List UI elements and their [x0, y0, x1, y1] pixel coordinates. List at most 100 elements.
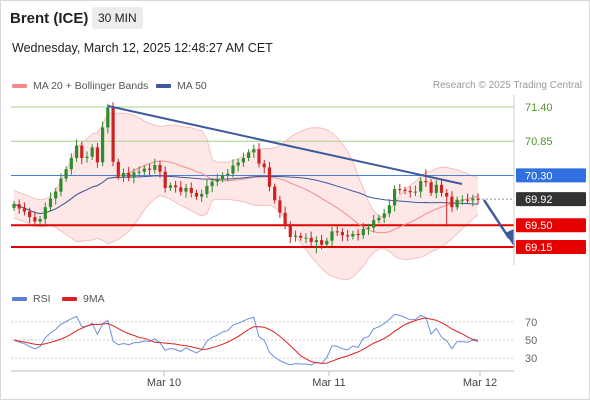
candle-body [273, 186, 277, 201]
candle-body [278, 200, 282, 213]
candle-body [241, 158, 245, 163]
candle-body [101, 127, 105, 163]
downtrend-line [107, 105, 463, 185]
credit-text: Research © 2025 Trading Central [432, 80, 582, 91]
legend-9ma-label: 9MA [83, 293, 105, 305]
candle-body [12, 204, 16, 208]
candle-body [356, 233, 360, 236]
legend-rsi: RSI [12, 293, 51, 305]
candle-body [372, 220, 376, 228]
candle-body [382, 213, 386, 218]
level-label-text: 70.85 [525, 136, 553, 148]
candle-body [393, 189, 397, 206]
candle-body [174, 185, 178, 188]
candle-body [267, 167, 272, 187]
legend-9ma: 9MA [62, 293, 105, 305]
candle-body [163, 171, 167, 188]
ma50-swatch-icon [156, 84, 171, 88]
candle-body [445, 192, 449, 197]
candle-body [210, 181, 214, 187]
candle-body [288, 225, 292, 237]
candle-body [54, 191, 58, 199]
level-label-bg [516, 240, 586, 254]
candle-body [121, 173, 126, 177]
candle-body [111, 107, 115, 162]
rsi-swatch-icon [12, 297, 27, 301]
candle-body [189, 187, 193, 193]
bollinger-upper-line [13, 112, 479, 217]
candle-body [17, 204, 21, 209]
candle-body [127, 173, 131, 178]
candle-body [148, 168, 152, 170]
candle-body [220, 175, 225, 180]
candle-body [434, 184, 438, 193]
level-label-bg [516, 192, 586, 207]
timeframe-badge[interactable]: 30 MIN [92, 7, 143, 29]
candle-body [309, 237, 313, 243]
candle-body [184, 187, 188, 192]
candle-body [387, 205, 391, 214]
candle-body [424, 181, 428, 183]
level-label-2: 70.30 [516, 168, 586, 183]
candle-body [22, 208, 26, 212]
forecast-arrow-line [482, 199, 511, 239]
candle-body [116, 161, 120, 177]
candle-body [413, 191, 417, 193]
level-label-text: 70.30 [525, 170, 553, 182]
candle-body [132, 172, 136, 178]
level-label-text: 69.92 [525, 194, 553, 206]
candle-body [340, 232, 344, 236]
legend-ma50-label: MA 50 [177, 80, 207, 92]
time-tick-label: Mar 11 [312, 377, 345, 389]
candle-body [429, 182, 433, 193]
candle-body [59, 178, 63, 192]
candle-body [346, 235, 350, 237]
candle-body [205, 186, 209, 195]
rsi-9ma-line [13, 317, 479, 364]
candle-body [75, 145, 79, 158]
chart-header: Brent (ICE) 30 MIN [0, 0, 590, 36]
candle-body [351, 233, 355, 237]
level-label-5: 69.15 [516, 240, 586, 254]
candle-body [226, 173, 230, 176]
candle-body [48, 198, 53, 208]
candle-body [325, 240, 329, 245]
candle-body [95, 147, 99, 163]
candle-body [33, 217, 37, 222]
candle-body [38, 219, 42, 222]
rsi-tick-label: 50 [525, 335, 537, 347]
candle-body [28, 211, 32, 218]
candle-body [200, 194, 204, 197]
legend-ma20-label: MA 20 + Bollinger Bands [33, 80, 149, 92]
bollinger-lower-line [13, 195, 479, 280]
candle-body [299, 235, 303, 238]
level-label-3: 69.92 [516, 192, 586, 207]
candle-body [419, 181, 423, 192]
candle-body [314, 240, 318, 243]
candle-body [361, 229, 365, 236]
level-label-text: 69.15 [525, 242, 553, 254]
chart-datetime: Wednesday, March 12, 2025 12:48:27 AM CE… [12, 41, 273, 55]
candle-body [85, 156, 89, 158]
candle-body [252, 149, 256, 153]
level-label-text: 71.40 [525, 102, 553, 114]
candle-body [330, 231, 334, 241]
forecast-arrow-head-icon [505, 229, 515, 248]
candle-body [179, 187, 183, 192]
legend-ma20: MA 20 + Bollinger Bands [12, 80, 148, 92]
candle-body [257, 149, 261, 164]
candle-body [247, 152, 251, 158]
candle-body [153, 164, 157, 170]
level-label-1: 70.85 [525, 136, 553, 148]
ma20-swatch-icon [12, 84, 27, 88]
level-label-0: 71.40 [525, 102, 553, 114]
level-label-4: 69.50 [516, 218, 586, 233]
candle-body [460, 199, 464, 201]
candle-body [194, 192, 199, 197]
legend-rsi-label: RSI [33, 293, 51, 305]
bollinger-band-area [14, 113, 478, 280]
candle-body [377, 217, 381, 221]
level-label-bg [516, 218, 586, 233]
candle-body [231, 165, 235, 174]
